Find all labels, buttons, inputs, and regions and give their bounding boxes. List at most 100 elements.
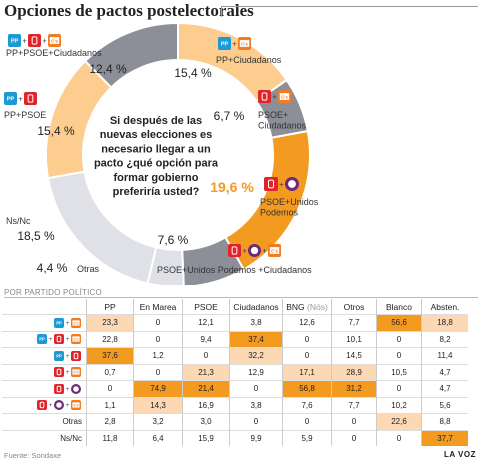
pp-icon xyxy=(8,34,21,47)
column-header-label: Ciudadanos xyxy=(233,301,279,312)
slice-value-label: 6,7 % xyxy=(214,109,245,123)
table-cell: 0 xyxy=(376,330,422,348)
row-label: + xyxy=(2,380,87,397)
plus-sign: + xyxy=(232,39,237,48)
cs-icon-text: C's xyxy=(73,321,78,325)
table-cell: 18,8 xyxy=(421,314,468,331)
table-cell: 15,9 xyxy=(182,429,230,446)
podemos-icon-inner xyxy=(56,402,62,409)
row-party-icons: + xyxy=(54,383,81,394)
slice-category-label: Otras xyxy=(77,264,100,274)
table-cell: 8,8 xyxy=(421,413,468,430)
center-question: Si después de las nuevas elecciones es nec… xyxy=(94,115,219,198)
row-label: PP + xyxy=(2,347,87,364)
table-cell: 7,7 xyxy=(331,396,377,414)
slice-category-label: PP+PSOE+Ciudadanos xyxy=(6,48,102,58)
table-cell: 16,9 xyxy=(182,396,230,414)
psoe-icon xyxy=(24,92,37,105)
table-cell: 21,3 xyxy=(182,363,230,381)
plus-sign: + xyxy=(66,354,70,360)
table-row: PP + C's 23,3 0 12,1 3,8 12,6 7,7 56,6 18,8 xyxy=(2,314,468,331)
table-cell: 0 xyxy=(376,380,422,397)
table-cell: 4,7 xyxy=(421,363,468,381)
pp-icon xyxy=(37,334,47,345)
table-body: PP + C's 23,3 0 12,1 3,8 12,6 7,7 56,6 18,8 PP + + C's… xyxy=(2,314,468,446)
column-header-label: Absten. xyxy=(430,301,460,312)
plus-sign: + xyxy=(22,36,27,45)
pp-icon-text: PP xyxy=(221,42,229,48)
slice-category-label: PP+PSOE xyxy=(4,110,46,120)
psoe-rose-mark xyxy=(27,94,34,103)
column-header-note: (Nós) xyxy=(304,301,328,312)
slice-value-label: 15,4 % xyxy=(37,124,75,138)
podemos-icon-inner xyxy=(250,246,259,255)
table-cell: 31,2 xyxy=(331,380,377,397)
center-question-line: formar gobierno xyxy=(114,172,199,184)
table-row: PP + + C's 22,8 0 9,4 37,4 0 10,1 0 8,2 xyxy=(2,330,468,348)
plus-sign: + xyxy=(272,92,277,101)
plus-sign: + xyxy=(66,321,70,327)
psoe-rose-mark xyxy=(56,335,62,343)
brand-logo-text: LA VOZ xyxy=(443,450,476,459)
row-label: PP + C's xyxy=(2,314,87,331)
row-label: PP + + C's xyxy=(2,330,87,348)
plus-sign: + xyxy=(66,370,70,376)
table-cell: 74,9 xyxy=(133,380,183,397)
table-cell: 0 xyxy=(282,347,332,364)
table-cell: 7,7 xyxy=(331,314,377,331)
table-cell: 17,1 xyxy=(282,363,332,381)
cs-icon-inner xyxy=(72,320,80,326)
plus-sign: + xyxy=(279,179,284,189)
table-cell: 0,7 xyxy=(86,363,134,381)
center-question-line: nuevas elecciones es xyxy=(100,129,213,141)
table-cell: 14,3 xyxy=(133,396,183,414)
cs-icon-text: C's xyxy=(51,39,58,44)
cs-icon-text: C's xyxy=(73,404,78,408)
value-labels: 15,4 % 6,7 % 19,6 % 7,6 % 4,4 % 18,5 % 15,4 % 1… xyxy=(17,62,254,275)
table-cell: 3,8 xyxy=(229,396,283,414)
slice-value-label: 12,4 % xyxy=(89,62,127,76)
table-cell: 0 xyxy=(376,429,422,446)
cs-icon-text: C's xyxy=(241,42,248,47)
slice-category-label: Ns/Nc xyxy=(6,216,31,226)
plus-sign: + xyxy=(66,387,70,393)
cs-icon-inner xyxy=(72,402,80,408)
plus-sign: + xyxy=(49,337,53,343)
row-party-icons: PP + xyxy=(54,350,81,361)
cs-icon-text: C's xyxy=(281,95,288,100)
table-cell: 56,6 xyxy=(376,314,422,331)
table-row: +0 74,9 21,4 0 56,8 31,2 0 4,7 xyxy=(2,380,468,397)
plus-sign: + xyxy=(262,246,267,255)
table-cell: 22,6 xyxy=(376,413,422,430)
table-cell: 0 xyxy=(331,429,377,446)
cs-icon-text: C's xyxy=(271,249,278,254)
column-header-label: Otros xyxy=(343,301,365,312)
psoe-rose-mark xyxy=(39,401,45,409)
pp-icon xyxy=(4,92,17,105)
table-cell: 22,8 xyxy=(86,330,134,348)
table-cell: 6,4 xyxy=(133,429,183,446)
row-label: Otras xyxy=(2,413,87,430)
slice-value-label: 19,6 % xyxy=(210,179,254,195)
table-section-title: POR PARTIDO POLÍTICO xyxy=(4,288,102,297)
pp-icon-text: PP xyxy=(11,39,19,45)
table-cell: 12,9 xyxy=(229,363,283,381)
table-cell: 12,1 xyxy=(182,314,230,331)
table-row: Otras 2,8 3,2 3,0 0 0 0 22,6 8,8 xyxy=(2,413,468,430)
donut-slice xyxy=(83,21,179,89)
psoe-icon xyxy=(228,244,241,257)
row-label: Ns/Nc xyxy=(2,429,87,446)
psoe-icon xyxy=(258,90,271,103)
psoe-rose-mark xyxy=(73,352,79,360)
donut-slices xyxy=(45,21,311,285)
table-cell: 0 xyxy=(282,413,332,430)
table-cell: 4,7 xyxy=(421,380,468,397)
slice-category-label: PSOE+Unidos xyxy=(260,197,319,207)
table-cell: 0 xyxy=(86,380,134,397)
table-cell: 37,7 xyxy=(421,429,468,446)
table-row: + + C's 1,1 14,3 16,9 3,8 7,6 7,7 10,2 5,6 xyxy=(2,396,468,414)
psoe-rose-mark xyxy=(56,385,62,393)
center-question-line: necesario llegar a un xyxy=(101,143,211,155)
column-header: Ciudadanos xyxy=(229,299,283,315)
psoe-rose-mark xyxy=(31,36,38,45)
